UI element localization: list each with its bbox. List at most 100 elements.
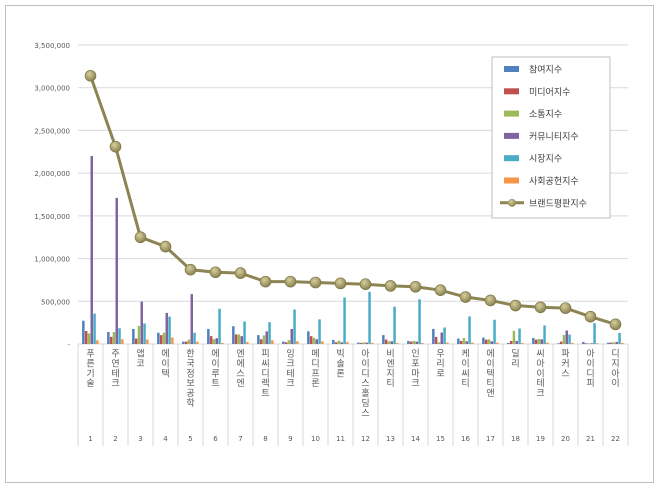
line-point (209, 266, 222, 279)
bar-시장지수 (568, 334, 571, 344)
bar-참여지수 (507, 342, 510, 344)
bar-미디어지수 (309, 336, 313, 344)
bar-시장지수 (318, 319, 321, 344)
legend-label: 커뮤니티지수 (529, 131, 579, 142)
bar-소통지수 (312, 337, 316, 344)
bar-소통지수 (512, 330, 516, 344)
bar-커뮤니티지수 (240, 336, 243, 344)
bar-커뮤니티지수 (140, 301, 143, 344)
x-rank-label: 7 (238, 435, 242, 443)
bar-커뮤니티지수 (90, 156, 93, 344)
y-tick-label: 3,000,000 (34, 85, 70, 93)
bar-소통지수 (562, 334, 566, 344)
bar-미디어지수 (484, 339, 488, 344)
bar-미디어지수 (159, 335, 163, 344)
line-point (84, 69, 97, 82)
bar-미디어지수 (584, 343, 588, 344)
x-rank-label: 18 (511, 435, 520, 443)
bar-시장지수 (393, 306, 396, 344)
x-rank-label: 1 (88, 435, 92, 443)
legend-label: 브랜드평판지수 (529, 198, 587, 209)
bar-참여지수 (257, 335, 260, 344)
bar-미디어지수 (459, 340, 463, 344)
bar-미디어지수 (209, 336, 213, 344)
x-rank-label: 9 (288, 435, 292, 443)
bar-시장지수 (368, 291, 371, 344)
bar-미디어지수 (234, 334, 238, 344)
bar-사회공헌지수 (396, 342, 399, 344)
x-rank-label: 10 (311, 435, 320, 443)
line-point (384, 280, 397, 292)
x-rank-label: 21 (586, 435, 595, 443)
legend-swatch (504, 155, 519, 162)
bar-소통지수 (537, 338, 541, 344)
bar-커뮤니티지수 (340, 342, 343, 344)
bar-참여지수 (157, 332, 160, 344)
x-rank-label: 11 (336, 435, 345, 443)
bar-참여지수 (457, 338, 460, 344)
line-point (309, 276, 322, 289)
bar-참여지수 (407, 340, 410, 344)
bar-커뮤니티지수 (390, 341, 393, 344)
line-point (509, 299, 522, 312)
x-rank-label: 12 (361, 435, 370, 443)
bar-사회공헌지수 (546, 342, 549, 344)
bar-소통지수 (187, 339, 191, 344)
bar-커뮤니티지수 (490, 341, 493, 344)
bar-소통지수 (412, 340, 416, 344)
bar-참여지수 (82, 320, 85, 344)
legend-label: 참여지수 (529, 64, 562, 76)
bar-소통지수 (437, 342, 441, 344)
y-tick-label: 2,000,000 (34, 170, 70, 178)
bar-시장지수 (593, 323, 596, 344)
bar-커뮤니티지수 (565, 330, 568, 344)
bar-사회공헌지수 (296, 341, 299, 344)
bar-참여지수 (232, 326, 235, 344)
bar-소통지수 (137, 325, 141, 344)
bar-미디어지수 (509, 340, 513, 344)
bar-시장지수 (193, 332, 196, 344)
bar-참여지수 (582, 341, 585, 344)
bar-사회공헌지수 (146, 339, 149, 344)
bar-참여지수 (332, 339, 335, 344)
legend-swatch (504, 66, 519, 72)
bar-미디어지수 (359, 342, 363, 344)
line-point (484, 294, 497, 307)
bar-사회공헌지수 (371, 342, 374, 344)
legend-swatch (504, 110, 519, 117)
x-rank-label: 16 (461, 435, 470, 443)
bar-사회공헌지수 (621, 342, 624, 344)
bar-사회공헌지수 (521, 342, 524, 344)
legend-swatch (504, 88, 519, 95)
x-rank-label: 14 (411, 435, 420, 443)
bar-사회공헌지수 (171, 337, 174, 344)
bar-사회공헌지수 (346, 341, 349, 344)
bar-미디어지수 (609, 342, 613, 344)
x-rank-label: 20 (561, 435, 570, 443)
bar-시장지수 (118, 328, 121, 344)
bar-사회공헌지수 (471, 342, 474, 344)
line-point (134, 231, 147, 244)
bar-참여지수 (482, 337, 485, 344)
bar-커뮤니티지수 (590, 343, 593, 344)
legend-swatch (504, 132, 519, 139)
line-point (234, 267, 247, 279)
bar-커뮤니티지수 (315, 339, 318, 344)
bar-참여지수 (382, 335, 385, 344)
bar-참여지수 (132, 328, 135, 344)
line-point (459, 291, 472, 303)
bar-소통지수 (462, 337, 466, 344)
bar-미디어지수 (109, 336, 113, 344)
y-tick-label: 1,000,000 (34, 256, 70, 264)
